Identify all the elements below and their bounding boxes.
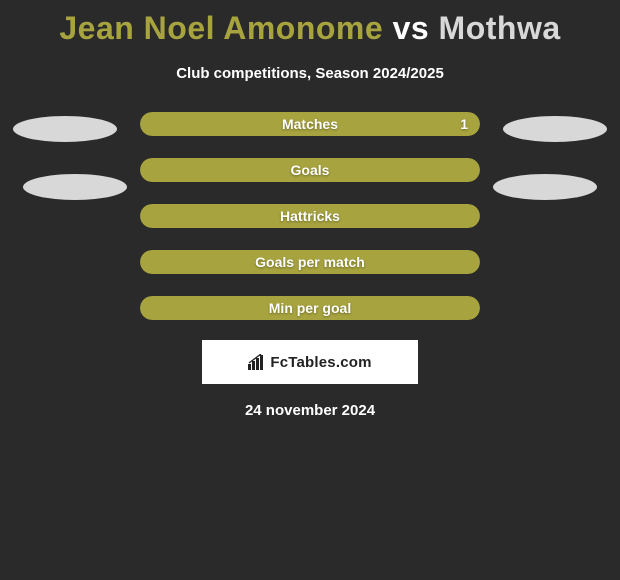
- stat-bar-label: Min per goal: [140, 296, 480, 320]
- stat-bar-value-right: 1: [460, 112, 468, 136]
- stat-bar-label: Goals per match: [140, 250, 480, 274]
- ellipse-icon: [13, 116, 117, 142]
- right-player-markers: [480, 112, 610, 320]
- brand-text: FcTables.com: [270, 354, 371, 371]
- stat-bar-label: Goals: [140, 158, 480, 182]
- comparison-card: Jean Noel Amonome vs Mothwa Club competi…: [0, 0, 620, 419]
- brand-badge: FcTables.com: [202, 340, 418, 384]
- date-label: 24 november 2024: [245, 402, 375, 419]
- ellipse-icon: [503, 116, 607, 142]
- subtitle: Club competitions, Season 2024/2025: [176, 65, 444, 82]
- player2-name: Mothwa: [439, 10, 561, 46]
- brand-inner: FcTables.com: [248, 354, 371, 371]
- stat-bar: Min per goal: [140, 296, 480, 320]
- stats-area: Matches1 Goals Hattricks Goals per match Min…: [0, 112, 620, 320]
- stat-bar: Matches1: [140, 112, 480, 136]
- vs-text: vs: [393, 10, 430, 46]
- ellipse-icon: [23, 174, 127, 200]
- left-player-markers: [10, 112, 140, 320]
- stat-bar-label: Hattricks: [140, 204, 480, 228]
- stat-bar: Hattricks: [140, 204, 480, 228]
- stat-bar-label: Matches: [140, 112, 480, 136]
- stat-bar: Goals: [140, 158, 480, 182]
- player1-name: Jean Noel Amonome: [59, 10, 383, 46]
- stat-bar: Goals per match: [140, 250, 480, 274]
- stat-bars: Matches1 Goals Hattricks Goals per match Min…: [140, 112, 480, 320]
- ellipse-icon: [493, 174, 597, 200]
- page-title: Jean Noel Amonome vs Mothwa: [59, 10, 560, 47]
- chart-icon: [248, 354, 266, 370]
